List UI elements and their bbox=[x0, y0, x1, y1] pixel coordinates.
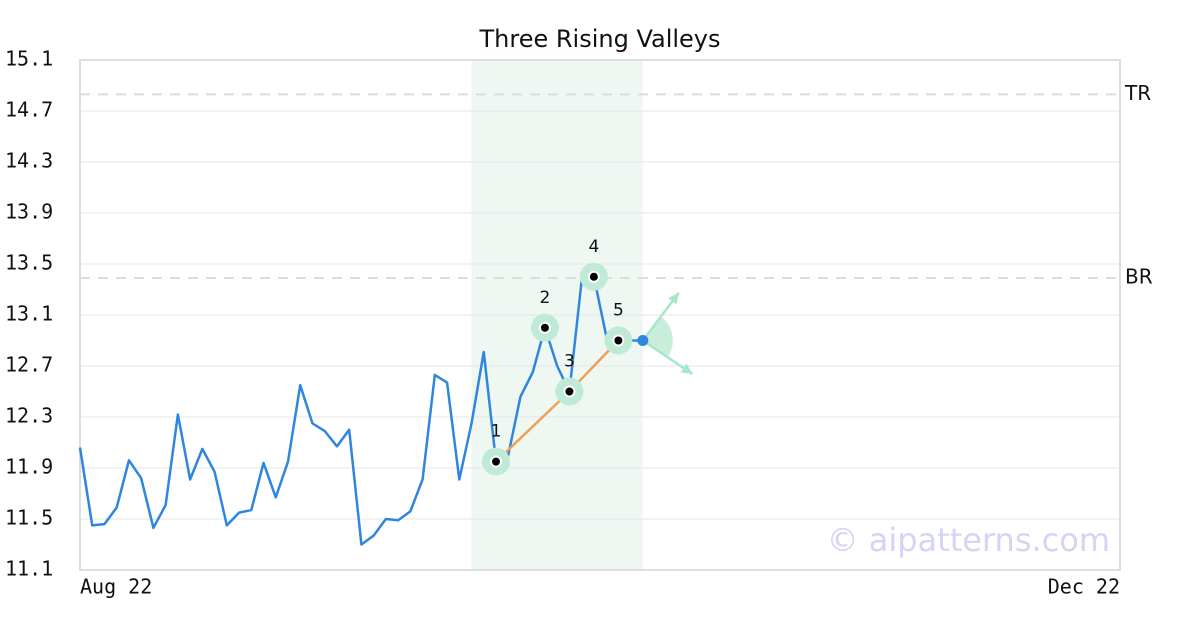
y-tick-label: 11.9 bbox=[5, 455, 53, 479]
chart-title: Three Rising Valleys bbox=[478, 25, 720, 53]
pattern-label: 2 bbox=[540, 288, 551, 308]
pattern-point bbox=[587, 270, 600, 283]
pattern-point bbox=[563, 385, 576, 398]
projection-cone bbox=[642, 316, 673, 358]
plot-frame bbox=[79, 59, 1121, 571]
y-tick-label: 13.1 bbox=[5, 302, 53, 326]
level-label: BR bbox=[1125, 265, 1153, 289]
pattern-point bbox=[490, 455, 502, 468]
y-tick-label: 11.5 bbox=[5, 506, 53, 530]
watermark: © aipatterns.com bbox=[827, 521, 1110, 559]
pattern-label: 5 bbox=[613, 301, 624, 321]
last-point bbox=[637, 335, 649, 346]
pattern-point bbox=[538, 321, 551, 334]
y-tick-label: 13.9 bbox=[5, 200, 53, 224]
x-tick-label: Aug 22 bbox=[80, 575, 152, 599]
y-tick-label: 11.1 bbox=[5, 557, 53, 581]
y-tick-label: 15.1 bbox=[5, 47, 53, 71]
arrow-head bbox=[668, 292, 679, 305]
level-label: TR bbox=[1124, 81, 1151, 105]
x-tick-label: Dec 22 bbox=[1048, 575, 1120, 599]
pattern-label: 3 bbox=[564, 352, 575, 372]
pattern-label: 4 bbox=[588, 237, 599, 257]
y-tick-label: 13.5 bbox=[5, 251, 53, 275]
pattern-label: 1 bbox=[491, 422, 502, 442]
arrow-head bbox=[680, 363, 693, 375]
y-tick-label: 12.3 bbox=[5, 404, 53, 428]
y-tick-label: 14.3 bbox=[5, 149, 53, 173]
y-tick-label: 12.7 bbox=[5, 353, 53, 377]
y-tick-label: 14.7 bbox=[5, 98, 53, 122]
pattern-point bbox=[612, 334, 625, 347]
